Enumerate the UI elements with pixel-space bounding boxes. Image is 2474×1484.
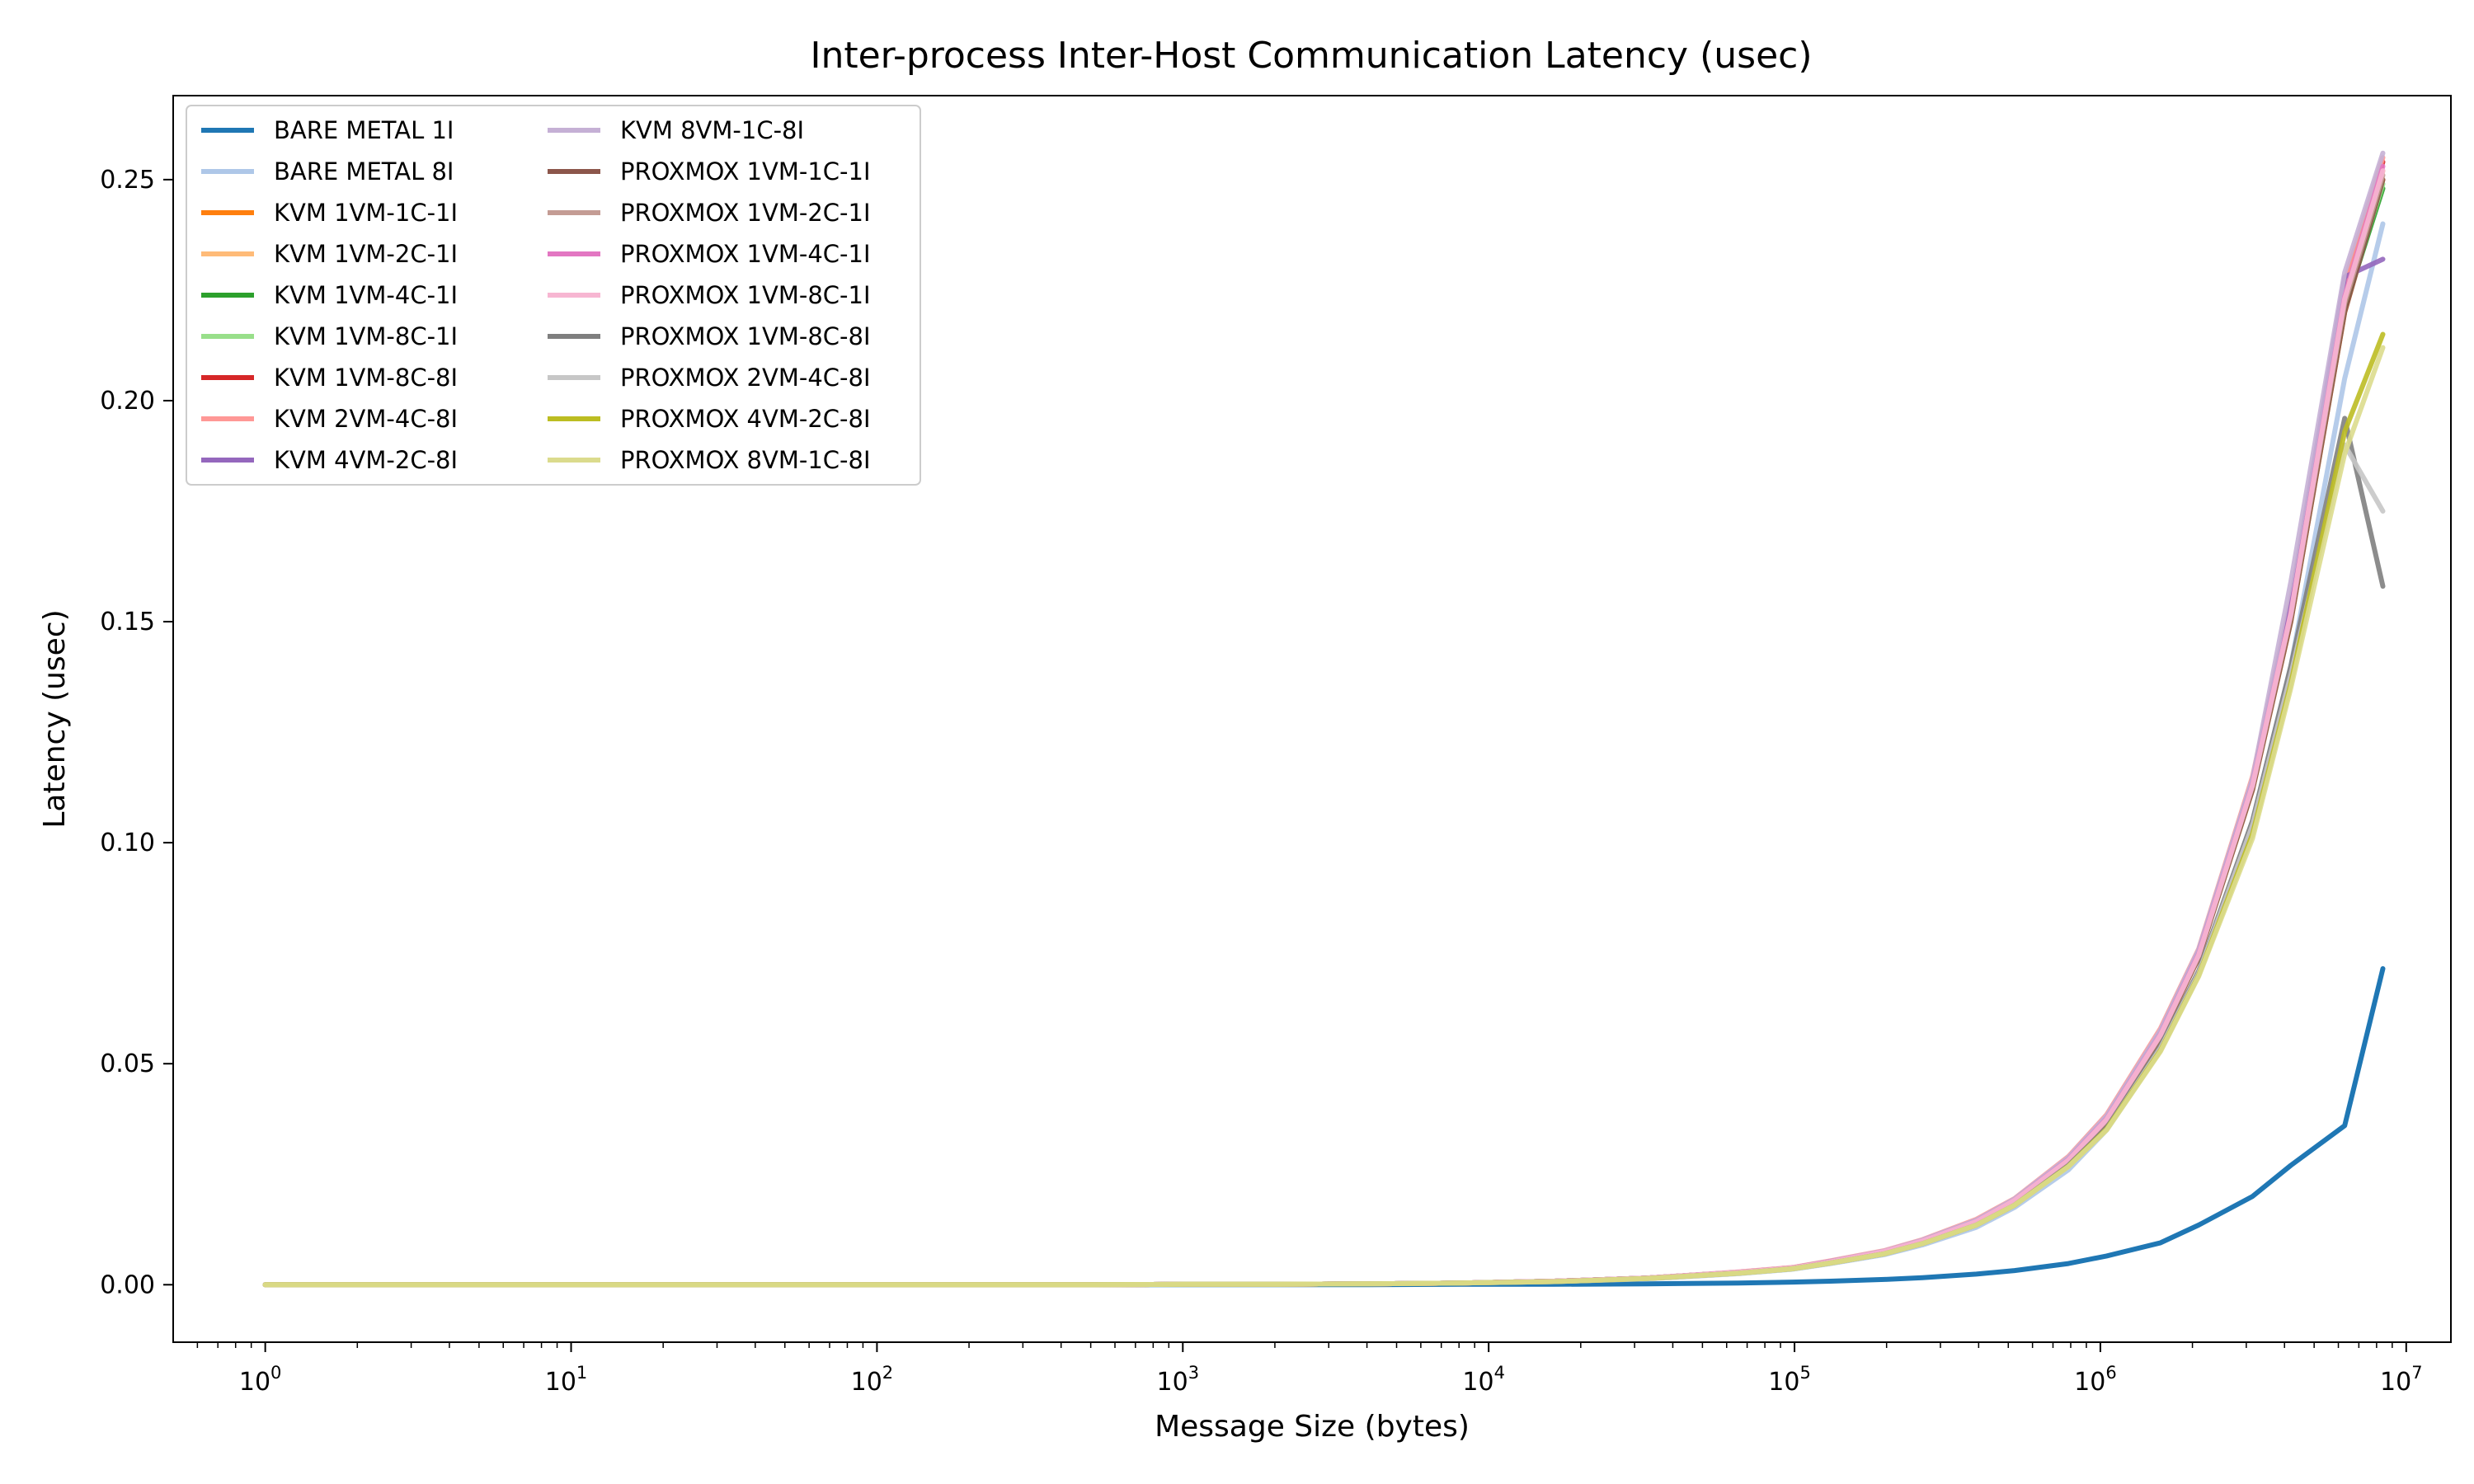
legend-label: BARE METAL 8I <box>274 157 454 186</box>
legend-label: KVM 1VM-4C-1I <box>274 281 458 309</box>
legend-label: PROXMOX 1VM-8C-1I <box>620 281 871 309</box>
x-tick-label: 103 <box>1157 1363 1200 1397</box>
y-tick-label: 0.25 <box>100 166 155 195</box>
legend-label: KVM 1VM-2C-1I <box>274 240 458 268</box>
legend-label: KVM 2VM-4C-8I <box>274 405 458 433</box>
legend-label: PROXMOX 1VM-8C-8I <box>620 322 871 350</box>
y-tick-label: 0.10 <box>100 829 155 857</box>
legend-label: KVM 1VM-8C-8I <box>274 364 458 392</box>
series-line-17 <box>262 345 2386 1288</box>
x-tick-label: 105 <box>1768 1363 1811 1397</box>
x-tick-label: 107 <box>2380 1363 2423 1397</box>
legend-label: KVM 8VM-1C-8I <box>620 116 804 144</box>
x-axis-title: Message Size (bytes) <box>1155 1410 1470 1444</box>
legend-label: KVM 4VM-2C-8I <box>274 446 458 474</box>
legend-label: PROXMOX 2VM-4C-8I <box>620 364 871 392</box>
legend-label: KVM 1VM-1C-1I <box>274 199 458 227</box>
y-tick-label: 0.15 <box>100 608 155 636</box>
x-tick-label: 101 <box>545 1363 588 1397</box>
x-tick-label: 102 <box>851 1363 894 1397</box>
x-tick-label: 100 <box>239 1363 282 1397</box>
legend-label: PROXMOX 4VM-2C-8I <box>620 405 871 433</box>
plot-area <box>262 150 2386 1288</box>
legend-label: KVM 1VM-8C-1I <box>274 322 458 350</box>
legend-label: PROXMOX 1VM-1C-1I <box>620 157 871 186</box>
y-tick-label: 0.20 <box>100 387 155 416</box>
axes: 100 101 102 103 104 105 106 107 0.00 0.05 0.10 0.15… <box>100 166 2422 1397</box>
chart-title: Inter-process Inter-Host Communication L… <box>810 35 1812 77</box>
y-tick-label: 0.00 <box>100 1270 155 1299</box>
legend-label: PROXMOX 8VM-1C-8I <box>620 446 871 474</box>
x-tick-label: 106 <box>2074 1363 2117 1397</box>
legend-label: PROXMOX 1VM-4C-1I <box>620 240 871 268</box>
y-tick-label: 0.05 <box>100 1050 155 1078</box>
legend: BARE METAL 1I BARE METAL 8I KVM 1VM-1C-1I K… <box>186 105 921 486</box>
y-axis-title: Latency (usec) <box>38 609 72 828</box>
x-tick-label: 104 <box>1462 1363 1505 1397</box>
legend-label: PROXMOX 1VM-2C-1I <box>620 199 871 227</box>
plot-frame <box>172 95 2452 1343</box>
legend-label: BARE METAL 1I <box>274 116 454 144</box>
